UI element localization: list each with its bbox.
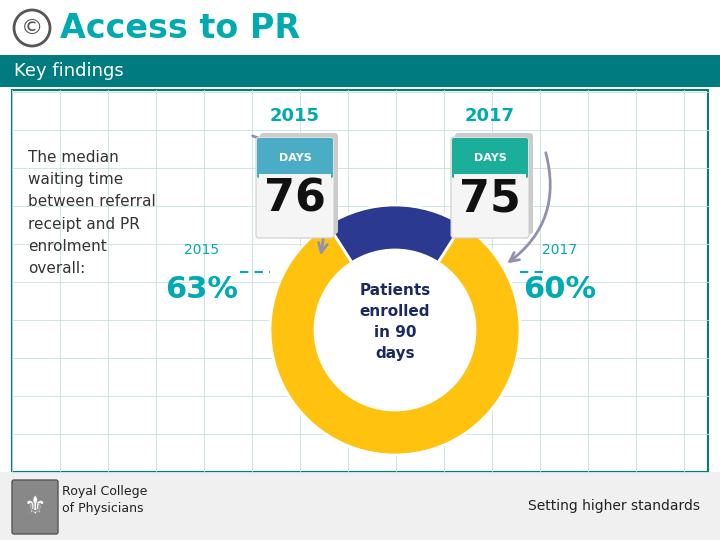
FancyArrowPatch shape [253,136,328,252]
Text: 2017: 2017 [542,243,577,257]
Text: 76: 76 [264,178,326,220]
Bar [0,55,720,87]
Text: Access to PR: Access to PR [60,11,300,44]
Bar [0,472,720,540]
Bar [0,0,720,55]
Bar [454,174,526,235]
FancyBboxPatch shape [451,137,529,238]
Text: Setting higher standards: Setting higher standards [528,499,700,513]
Text: 75: 75 [459,178,521,220]
Text: DAYS: DAYS [474,153,506,163]
FancyBboxPatch shape [12,480,58,534]
FancyBboxPatch shape [260,133,338,234]
FancyBboxPatch shape [452,138,528,178]
Wedge shape [328,205,462,262]
Text: 63%: 63% [166,275,238,304]
Circle shape [315,250,475,410]
Text: Key findings: Key findings [14,62,124,80]
FancyBboxPatch shape [455,133,533,234]
Text: Royal College
of Physicians: Royal College of Physicians [62,485,148,515]
Text: 2015: 2015 [184,243,220,257]
Text: 2015: 2015 [270,107,320,125]
Text: 60%: 60% [523,275,597,304]
FancyBboxPatch shape [256,137,334,238]
Text: DAYS: DAYS [279,153,311,163]
Wedge shape [270,225,520,455]
Text: ⚜: ⚜ [24,495,46,519]
Bar [259,174,331,235]
Text: Patients
enrolled
in 90
days: Patients enrolled in 90 days [359,283,431,361]
Text: The median
waiting time
between referral
receipt and PR
enrolment
overall:: The median waiting time between referral… [28,150,156,276]
Bar [12,90,708,472]
FancyBboxPatch shape [257,138,333,178]
Text: ©: © [21,18,43,38]
FancyArrowPatch shape [510,153,550,261]
Text: 2017: 2017 [465,107,515,125]
